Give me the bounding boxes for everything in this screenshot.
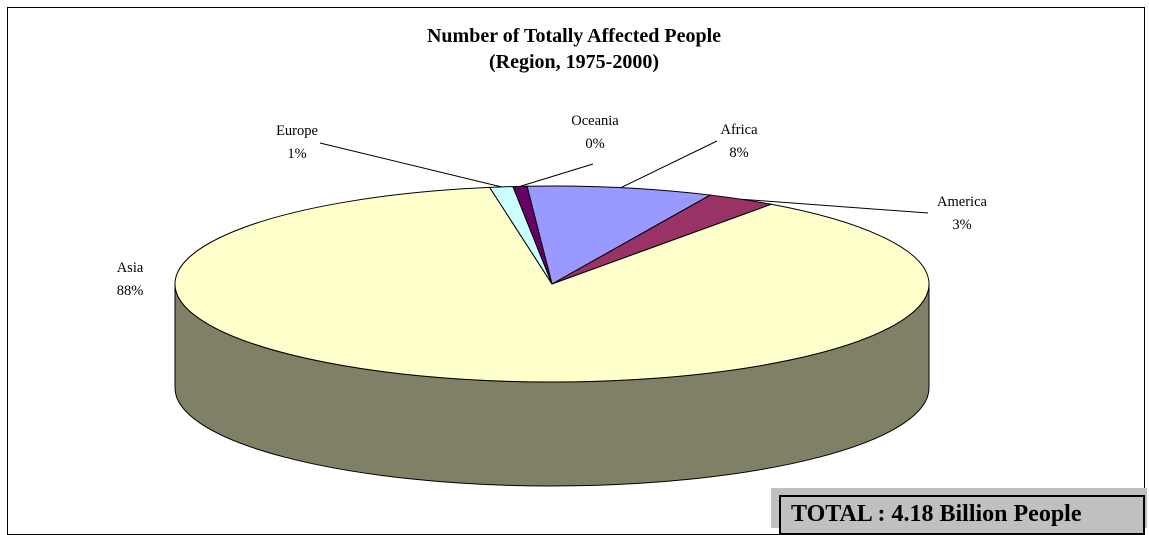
slice-label-africa-name: Africa: [720, 122, 758, 138]
chart-title: Number of Totally Affected People: [427, 25, 721, 47]
leader-line-africa: [620, 140, 718, 189]
slice-label-oceania-name: Oceania: [571, 113, 619, 129]
total-annotation: TOTAL : 4.18 Billion People: [779, 495, 1145, 535]
slice-label-oceania-value: 0%: [585, 136, 604, 152]
leader-line-america: [741, 198, 929, 214]
slice-label-america-name: America: [937, 194, 987, 210]
pie-slice-oceania: [512, 185, 553, 285]
pie-leader-lines: [319, 140, 929, 214]
slice-label-europe-name: Europe: [276, 123, 318, 139]
slice-label-africa-value: 8%: [729, 145, 748, 161]
slice-label-asia-value: 88%: [117, 283, 144, 299]
leader-line-europe: [319, 142, 502, 188]
leader-line-oceania: [519, 163, 594, 187]
pie-slice-asia: [174, 186, 930, 383]
chart-subtitle: (Region, 1975-2000): [489, 51, 659, 73]
slice-label-america-value: 3%: [952, 217, 971, 233]
slice-label-europe-value: 1%: [287, 146, 306, 162]
slice-label-asia-name: Asia: [117, 260, 144, 276]
pie-top-slices: [174, 185, 930, 383]
